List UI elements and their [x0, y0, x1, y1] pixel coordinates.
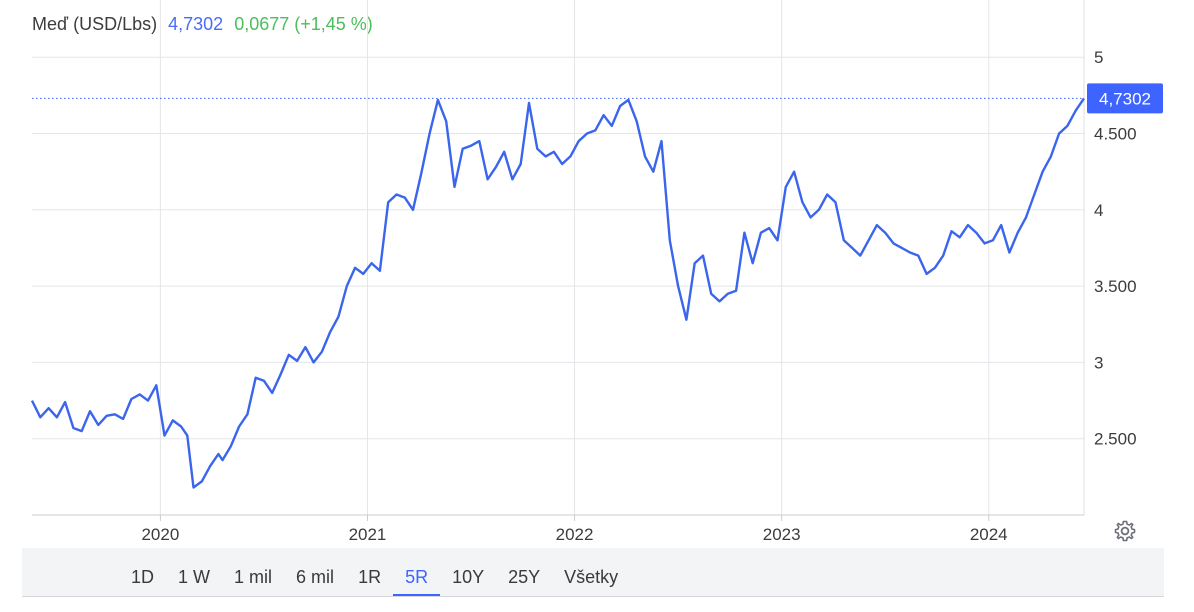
gear-icon [1114, 520, 1136, 542]
y-tick-label: 2.500 [1094, 430, 1137, 449]
axes: 2.500 3 3.500 4 4.500 5 2020 2021 2022 2023 2024 [32, 0, 1137, 544]
y-tick-label: 3 [1094, 353, 1103, 372]
y-tick-label: 4 [1094, 201, 1103, 220]
x-tick-label: 2020 [141, 525, 179, 544]
copper-price-line [30, 97, 1085, 489]
y-tick-label: 4.500 [1094, 125, 1137, 144]
y-tick-label: 5 [1094, 48, 1103, 67]
series-layer [30, 97, 1085, 489]
current-price: 4,7302 [168, 14, 224, 34]
range-tab-10y[interactable]: 10Y [452, 567, 485, 587]
range-tab-1-mil[interactable]: 1 mil [234, 567, 273, 587]
price-tag-layer: 4,7302 [32, 83, 1163, 114]
x-tick-label: 2024 [970, 525, 1008, 544]
price-change: 0,0677 (+1,45 %) [234, 14, 373, 34]
x-tick-label: 2023 [763, 525, 801, 544]
y-tick-label: 3.500 [1094, 277, 1137, 296]
settings-gear-button[interactable] [1113, 519, 1137, 543]
range-tab-6-mil[interactable]: 6 mil [296, 567, 335, 587]
range-tab-5r[interactable]: 5R [393, 548, 441, 596]
instrument-name: Meď (USD/Lbs) [32, 14, 158, 34]
range-tabs: 1D 1 W 1 mil 6 mil 1R 5R 10Y 25Y Všetky [119, 548, 630, 596]
range-tab-1r[interactable]: 1R [358, 567, 382, 587]
last-price-tag-label: 4,7302 [1099, 89, 1151, 108]
x-tick-label: 2022 [556, 525, 594, 544]
last-price-tag [1087, 83, 1163, 114]
range-selector-bar: 1D 1 W 1 mil 6 mil 1R 5R 10Y 25Y Všetky [22, 548, 1164, 597]
range-tab-1-w[interactable]: 1 W [178, 567, 211, 587]
range-tab-všetky[interactable]: Všetky [564, 567, 619, 587]
grid [32, 0, 1084, 515]
chart-header: Meď (USD/Lbs) 4,7302 0,0677 (+1,45 %) [32, 14, 373, 35]
range-tab-1d[interactable]: 1D [131, 567, 155, 587]
range-tab-25y[interactable]: 25Y [508, 567, 541, 587]
x-tick-label: 2021 [349, 525, 387, 544]
